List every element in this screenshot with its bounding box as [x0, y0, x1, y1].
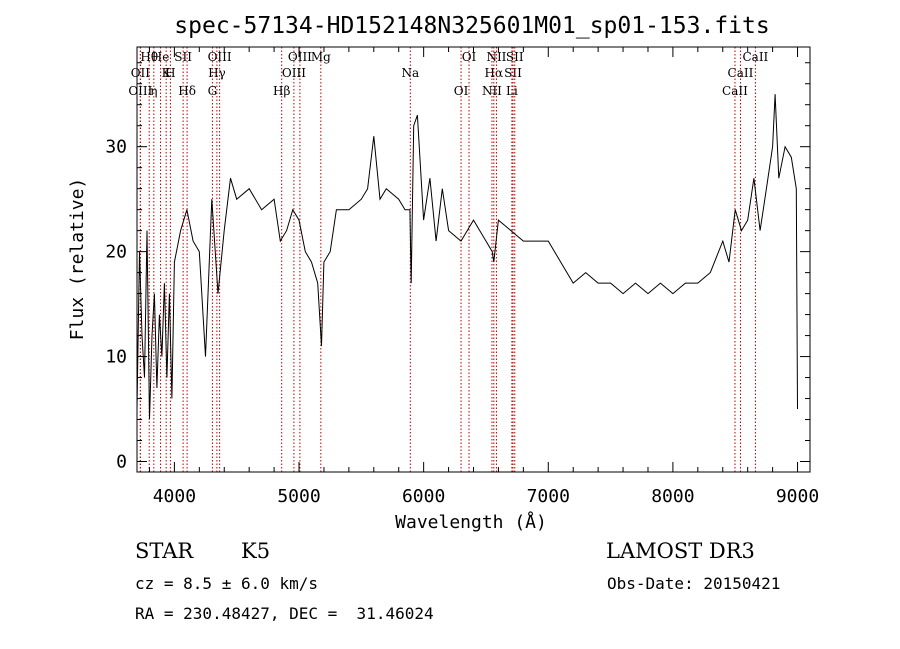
y-tick-label: 20 [105, 242, 127, 263]
line-marker-label: NII [486, 50, 506, 64]
line-marker-label: Hδ [178, 84, 196, 98]
x-tick-label: 7000 [527, 486, 570, 507]
obs-date: Obs-Date: 20150421 [607, 574, 781, 593]
plot-frame [136, 46, 811, 473]
x-tick-label: 5000 [277, 486, 320, 507]
x-tick-label: 9000 [776, 486, 819, 507]
line-marker-label: OIII [128, 84, 152, 98]
line-marker-label: Hθ [140, 50, 158, 64]
line-marker-label: K [162, 66, 172, 80]
line-marker-label: He [152, 50, 170, 64]
line-marker-label: OI [454, 84, 469, 98]
line-marker-label: Na [401, 66, 419, 80]
y-tick-label: 0 [116, 452, 127, 473]
spectrum-line [136, 94, 798, 420]
x-tick-label: 4000 [153, 486, 196, 507]
object-subclass: K5 [241, 539, 271, 563]
chart-title: spec-57134-HD152148N325601M01_sp01-153.f… [174, 13, 769, 39]
line-marker-label: CaII [722, 84, 748, 98]
line-marker-label: OI [462, 50, 477, 64]
line-marker-label: Hγ [208, 66, 226, 80]
line-marker-label: CaII [742, 50, 768, 64]
object-class: STAR [135, 539, 194, 563]
y-axis-label: Flux (relative) [67, 178, 88, 341]
line-marker-label: OIII [282, 66, 306, 80]
y-tick-label: 10 [105, 347, 127, 368]
x-tick-label: 8000 [651, 486, 694, 507]
redshift-cz: cz = 8.5 ± 6.0 km/s [135, 574, 319, 593]
survey-name: LAMOST DR3 [606, 539, 755, 563]
line-marker-label: H [165, 66, 175, 80]
x-tick-label: 6000 [402, 486, 445, 507]
line-marker-label: SII [506, 50, 524, 64]
x-axis-label: Wavelength (Å) [395, 511, 547, 533]
line-marker-label: NII [482, 84, 502, 98]
line-marker-label: η [150, 84, 157, 98]
line-marker-label: OIII [288, 50, 312, 64]
line-marker-label: SII [504, 66, 522, 80]
line-marker-label: Hβ [273, 84, 290, 98]
line-marker-label: Li [506, 84, 518, 98]
y-tick-label: 30 [105, 137, 127, 158]
line-marker-label: CaII [728, 66, 754, 80]
line-marker-label: Hα [485, 66, 504, 80]
line-marker-label: SII [174, 50, 192, 64]
line-marker-label: Mg [311, 50, 331, 64]
line-marker-label: G [208, 84, 218, 98]
ra-dec: RA = 230.48427, DEC = 31.46024 [135, 604, 434, 623]
line-marker-label: OIII [208, 50, 232, 64]
